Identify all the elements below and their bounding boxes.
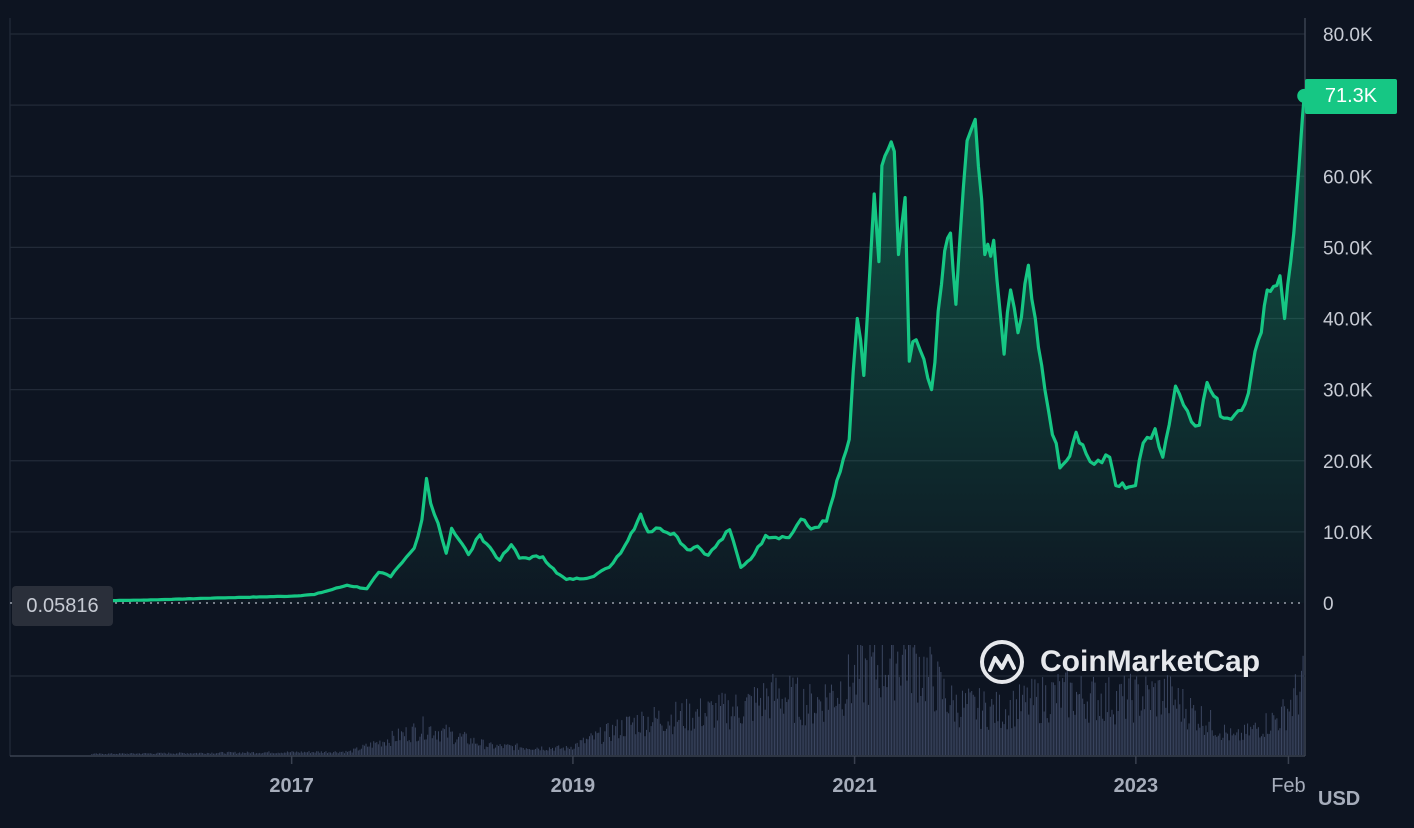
x-tick-label: 2023 <box>1114 775 1159 797</box>
volume-bars <box>91 645 1304 755</box>
price-area-fill <box>91 95 1305 604</box>
current-price-tag: 71.3K <box>1305 79 1397 114</box>
y-tick-label: 40.0K <box>1323 310 1373 331</box>
x-tick-label: 2021 <box>832 775 877 797</box>
chart-grid <box>9 18 1306 757</box>
y-tick-label: 50.0K <box>1323 238 1373 259</box>
y-tick-label: 60.0K <box>1323 167 1373 188</box>
x-tick-label: Feb <box>1271 775 1305 797</box>
watermark-text: CoinMarketCap <box>1040 645 1261 678</box>
x-tick-label: 2017 <box>269 775 314 797</box>
currency-unit-label: USD <box>1318 788 1361 810</box>
y-tick-label: 10.0K <box>1323 523 1373 544</box>
x-tick-label: 2019 <box>551 775 596 797</box>
y-tick-label: 80.0K <box>1323 25 1373 46</box>
y-tick-label: 20.0K <box>1323 452 1373 473</box>
coinmarketcap-watermark: CoinMarketCap <box>978 638 1260 686</box>
price-series-line <box>91 95 1306 603</box>
y-tick-label: 30.0K <box>1323 381 1373 402</box>
y-tick-label: 0 <box>1323 594 1334 615</box>
start-price-tag: 0.05816 <box>12 586 113 626</box>
y-axis-ticks: 80.0K 60.0K 50.0K 40.0K 30.0K 20.0K 10.0K 0 <box>1323 25 1373 615</box>
coinmarketcap-logo-icon <box>980 640 1024 684</box>
x-axis-ticks: 2017 2019 2021 2023 Feb <box>269 756 1306 797</box>
